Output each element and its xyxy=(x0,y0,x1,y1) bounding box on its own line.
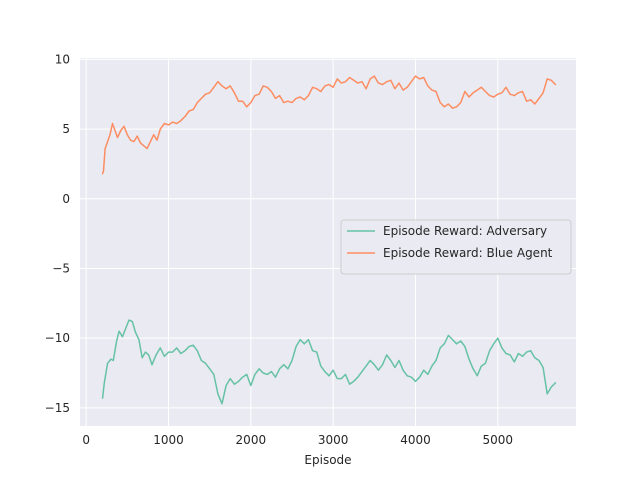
legend: Episode Reward: Adversary Episode Reward:… xyxy=(340,219,572,275)
x-tick-label: 4000 xyxy=(400,433,431,447)
series-line-1 xyxy=(101,319,557,405)
legend-entry-label: Episode Reward: Blue Agent xyxy=(383,246,553,260)
x-axis-ticks: 0 1000 2000 3000 4000 5000 xyxy=(82,433,513,447)
x-axis-label: Episode xyxy=(304,453,351,467)
x-tick-label: 5000 xyxy=(483,433,514,447)
y-tick-label: 10 xyxy=(55,52,70,66)
legend-box xyxy=(340,219,572,275)
legend-entry-label: Episode Reward: Adversary xyxy=(383,224,547,238)
y-tick-label: −5 xyxy=(52,261,70,275)
y-tick-label: −15 xyxy=(45,401,70,415)
x-tick-label: 3000 xyxy=(318,433,349,447)
grid-lines xyxy=(80,58,576,426)
series-layer xyxy=(101,75,557,405)
y-tick-label: −10 xyxy=(45,331,70,345)
series-line-2 xyxy=(101,75,557,175)
x-tick-label: 2000 xyxy=(236,433,267,447)
x-tick-label: 0 xyxy=(82,433,90,447)
y-tick-label: 5 xyxy=(62,122,70,136)
x-tick-label: 1000 xyxy=(153,433,184,447)
y-tick-label: 0 xyxy=(62,192,70,206)
y-axis-ticks: −15 −10 −5 0 5 10 xyxy=(45,52,70,414)
